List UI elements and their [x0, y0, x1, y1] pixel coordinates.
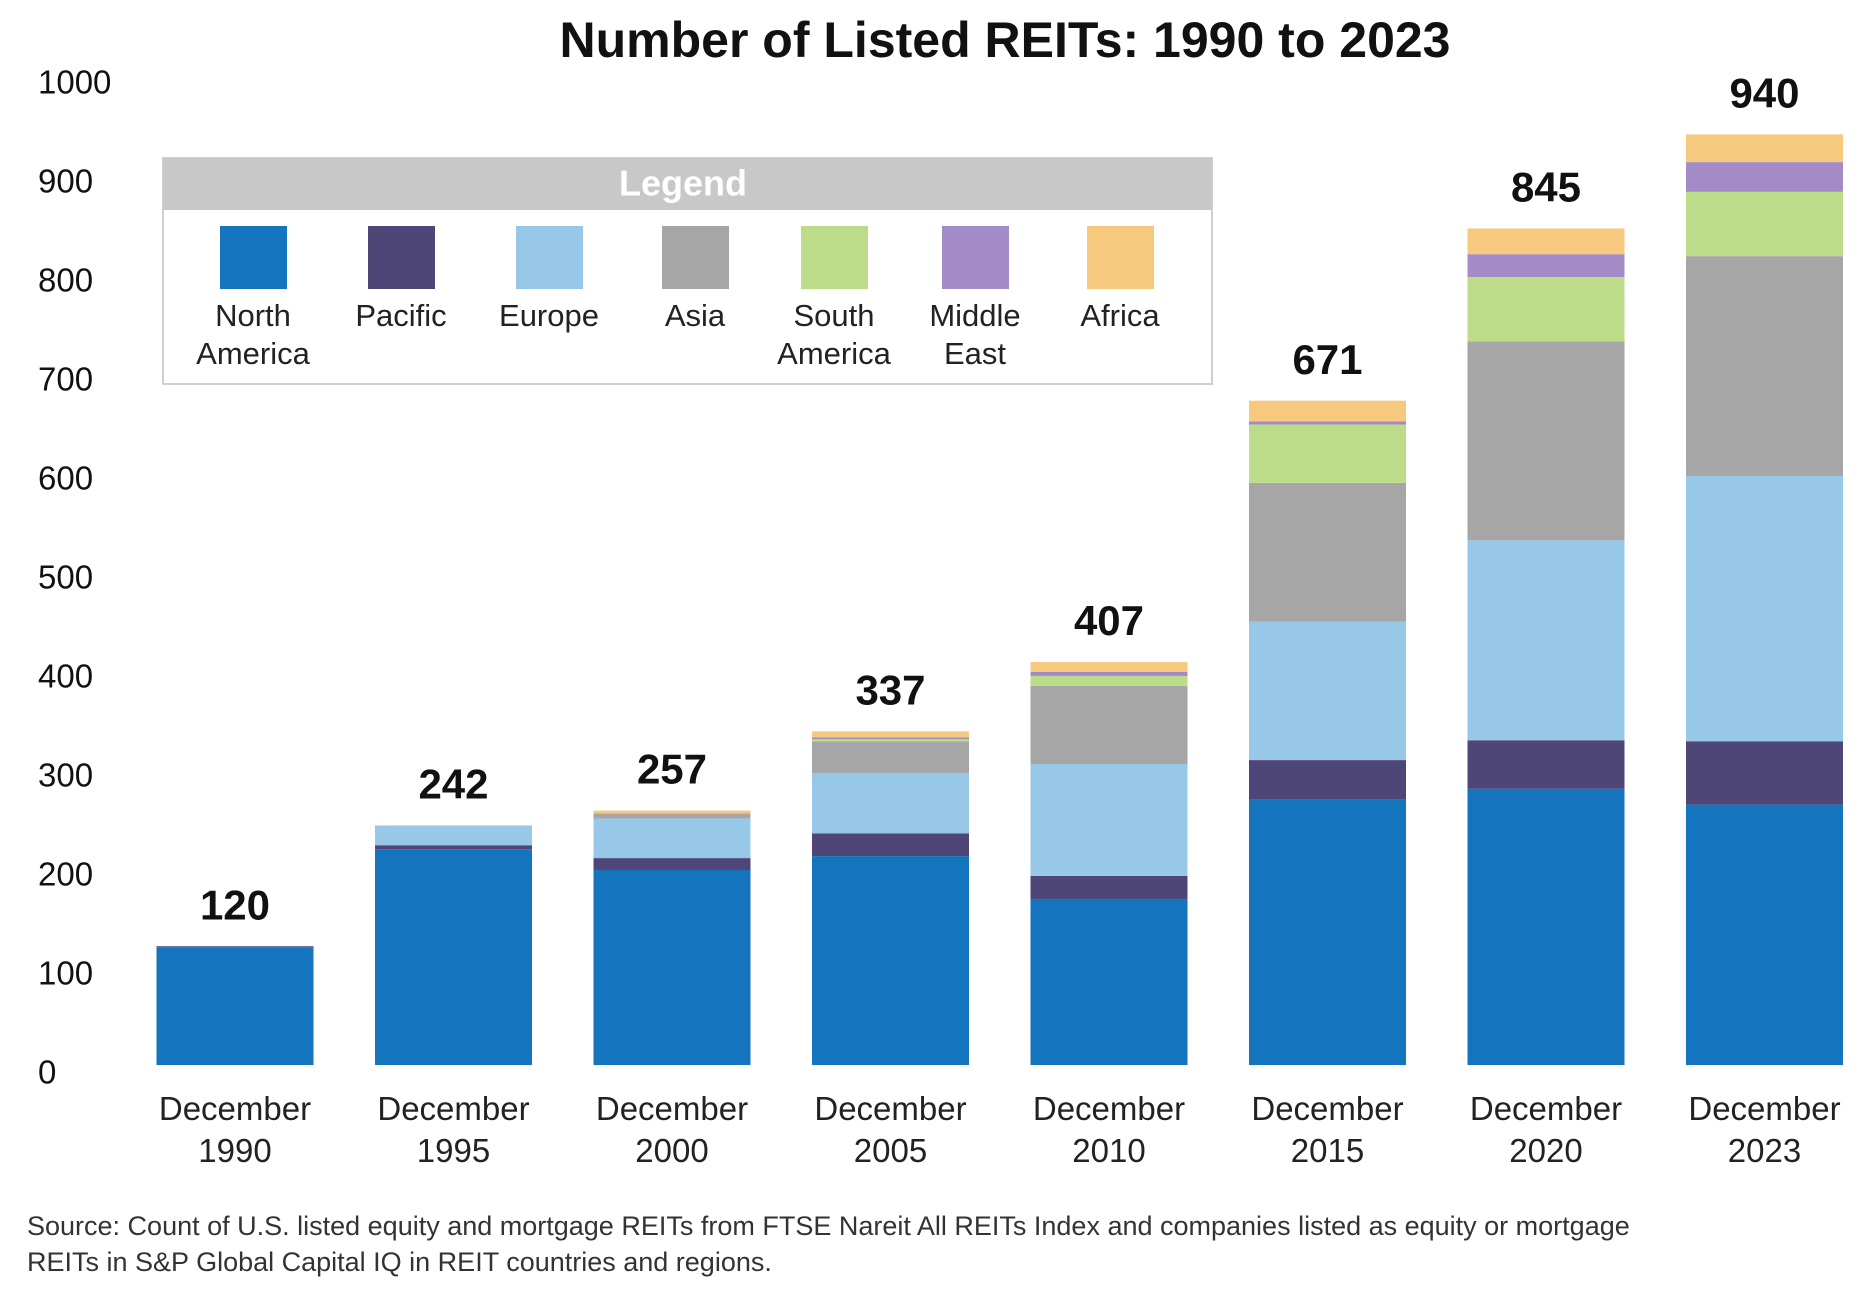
x-tick-label: December 2000: [595, 1090, 749, 1169]
x-tick-label: December 2015: [1251, 1090, 1404, 1169]
bar-segment: [1467, 341, 1625, 541]
bar-segment: [1467, 540, 1625, 741]
bar-segment: [1249, 760, 1406, 800]
legend-label: North America: [196, 298, 310, 371]
bar-segment: [1686, 741, 1843, 805]
bar-segment: [593, 869, 751, 1065]
y-tick-label: 500: [38, 559, 93, 596]
bar-segment: [1686, 191, 1843, 257]
legend-title: Legend: [619, 163, 747, 204]
total-label: 120: [200, 881, 270, 928]
bar-segment: [1249, 482, 1406, 622]
bar-segment: [156, 946, 314, 948]
total-label: 242: [418, 761, 488, 808]
y-tick-label: 200: [38, 856, 93, 893]
y-tick-label: 100: [38, 955, 93, 992]
x-tick-label: December 2005: [814, 1090, 967, 1169]
legend-swatch: [516, 226, 583, 289]
x-tick-label: December 2020: [1469, 1090, 1623, 1169]
bar-segment: [1249, 400, 1406, 422]
bar-segment: [593, 818, 751, 859]
legend-label: Europe: [499, 298, 599, 333]
bar-segment: [1030, 675, 1188, 686]
bar-segment: [812, 737, 969, 740]
y-tick-label: 900: [38, 163, 93, 200]
bar-segment: [375, 849, 532, 1065]
bar-segment: [1467, 228, 1625, 255]
legend-swatch: [942, 226, 1009, 289]
bar-segment: [1030, 685, 1188, 765]
legend-label: Middle East: [929, 298, 1021, 371]
y-tick-label: 800: [38, 262, 93, 299]
y-tick-label: 1000: [38, 64, 111, 101]
bar-segment: [593, 810, 751, 814]
bar-segment: [1249, 621, 1406, 761]
bar-segment: [593, 813, 751, 819]
bar-segment: [1686, 162, 1843, 192]
bar-segment: [1467, 276, 1625, 342]
x-tick-label: December 2023: [1688, 1090, 1841, 1169]
bar-segment: [812, 739, 969, 742]
chart-title: Number of Listed REITs: 1990 to 2023: [560, 12, 1451, 68]
legend-swatch: [220, 226, 287, 289]
bar-segment: [1686, 256, 1843, 476]
bar-segment: [1030, 662, 1188, 672]
bar-segment: [375, 825, 532, 846]
total-label: 940: [1729, 69, 1799, 116]
bar-segment: [1030, 875, 1188, 900]
y-tick-label: 600: [38, 460, 93, 497]
total-label: 337: [855, 666, 925, 713]
bar-segment: [1686, 475, 1843, 742]
bar-segment: [1686, 804, 1843, 1065]
total-label: 407: [1074, 597, 1144, 644]
bar-segment: [812, 741, 969, 773]
legend-header: [163, 158, 1212, 210]
bar-segment: [1249, 424, 1406, 483]
bar-segment: [812, 731, 969, 738]
bar-segment: [1030, 899, 1188, 1065]
bar-segment: [1467, 254, 1625, 277]
legend-label: Pacific: [355, 298, 447, 333]
legend-label: Africa: [1080, 298, 1160, 333]
bar-segment: [1467, 788, 1625, 1065]
x-tick-label: December 1990: [158, 1090, 312, 1169]
source-note: Source: Count of U.S. listed equity and …: [27, 1211, 1630, 1277]
total-label: 257: [637, 746, 707, 793]
y-tick-label: 400: [38, 658, 93, 695]
bar-segment: [812, 833, 969, 857]
legend-label: South America: [777, 298, 891, 371]
legend-label: Asia: [664, 298, 726, 333]
bar-segment: [1030, 764, 1188, 876]
bar-segment: [812, 856, 969, 1065]
total-label: 671: [1292, 336, 1362, 383]
bar-segment: [1686, 134, 1843, 163]
x-tick-label: December 2010: [1032, 1090, 1186, 1169]
total-label: 845: [1511, 164, 1581, 211]
bar-segment: [593, 858, 751, 870]
bar-segment: [1249, 799, 1406, 1065]
y-tick-label: 700: [38, 361, 93, 398]
x-tick-label: December 1995: [377, 1090, 530, 1169]
legend-swatch: [662, 226, 729, 289]
legend-swatch: [1087, 226, 1154, 289]
bar-segment: [375, 845, 532, 850]
y-tick-label: 0: [38, 1054, 56, 1091]
legend-swatch: [801, 226, 868, 289]
bar-segment: [1249, 421, 1406, 425]
y-tick-label: 300: [38, 757, 93, 794]
bar-segment: [156, 947, 314, 1065]
legend-swatch: [368, 226, 435, 289]
bar-segment: [1467, 740, 1625, 789]
bar-segment: [812, 772, 969, 834]
bar-segment: [1030, 671, 1188, 676]
